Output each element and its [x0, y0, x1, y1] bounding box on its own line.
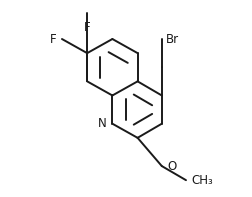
- Text: F: F: [83, 21, 90, 34]
- Text: Br: Br: [165, 33, 178, 46]
- Text: F: F: [50, 33, 57, 46]
- Text: N: N: [97, 117, 106, 130]
- Text: O: O: [167, 160, 176, 173]
- Text: CH₃: CH₃: [191, 174, 212, 187]
